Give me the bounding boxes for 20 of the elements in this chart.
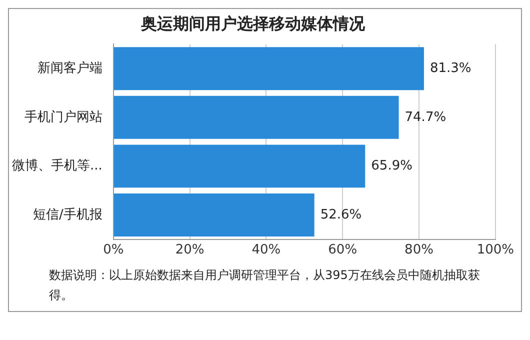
bar: [114, 194, 314, 236]
x-tick-label: 0%: [103, 242, 124, 258]
x-tick-label: 80%: [404, 242, 434, 258]
x-tick-label: 100%: [476, 242, 514, 258]
chart-title: 奥运期间用户选择移动媒体情况: [140, 14, 366, 33]
x-tick-label: 60%: [328, 242, 358, 258]
x-tick-label: 20%: [175, 242, 204, 258]
y-tick-label: 新闻客户端: [37, 60, 102, 76]
y-tick-label: 手机门户网站: [24, 108, 102, 125]
y-tick-label: 短信/手机报: [33, 207, 102, 222]
bar: [114, 47, 424, 90]
data-label: 52.6%: [320, 207, 362, 222]
bar: [114, 96, 399, 139]
text: 数据说明：以上原始数据来自用户调研管理平台，从395万在线会员中随机抽取获得。: [48, 267, 481, 304]
x-tick-label: 40%: [252, 242, 281, 258]
data-label: 74.7%: [404, 110, 446, 125]
data-label: 81.3%: [430, 60, 472, 76]
data-label: 65.9%: [371, 158, 412, 174]
bar: [114, 144, 366, 188]
y-tick-label: 微博、手机等...: [12, 158, 102, 174]
